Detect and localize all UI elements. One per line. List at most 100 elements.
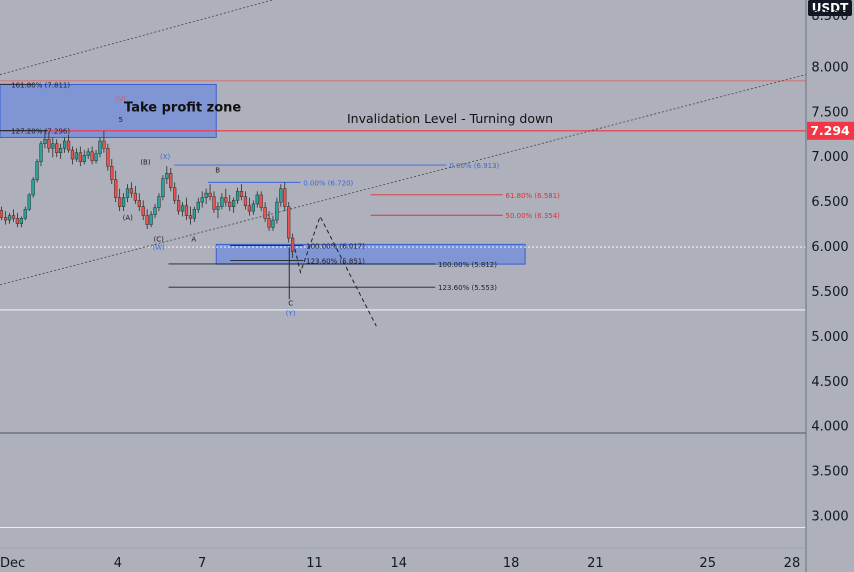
candle-body-16	[62, 140, 67, 149]
current-price-badge	[807, 121, 854, 140]
candle-body-68	[267, 218, 271, 228]
candle-body-57	[224, 197, 228, 203]
candle-body-52	[204, 192, 208, 198]
candle-body-28	[110, 165, 114, 180]
fib-label-2: 0.00% (6.913)	[449, 162, 499, 170]
wave-label-1: 5	[119, 116, 123, 124]
candle-body-12	[47, 138, 51, 149]
candle-body-64	[251, 203, 255, 212]
candle-body-73	[287, 206, 291, 239]
candle-body-37	[145, 215, 149, 225]
time-tick-1: 4	[114, 556, 122, 571]
trend-line-0	[0, 0, 273, 75]
candle-body-6	[23, 209, 27, 219]
candle-body-65	[255, 194, 259, 205]
time-tick-5: 18	[503, 556, 520, 571]
fib-label-7: 123.60% (5.851)	[306, 257, 365, 265]
candle-body-19	[74, 152, 79, 160]
candle-body-61	[239, 191, 244, 197]
fib-levels-layer: 161.80% (7.811) 127.20% (7.296) 0.00% (6.9…	[0, 81, 560, 292]
wave-label-5: (A)	[123, 214, 134, 222]
price-tick-7: 6.500	[811, 195, 848, 210]
candles-layer	[0, 130, 295, 300]
fib-label-6: 100.00% (6.017)	[306, 243, 365, 251]
time-tick-0: Dec	[0, 556, 25, 571]
candle-body-71	[279, 188, 283, 203]
wave-label-3: (X)	[160, 153, 171, 161]
candle-body-46	[180, 205, 185, 212]
candle-body-41	[161, 178, 165, 197]
wave-label-6: (C)	[153, 236, 164, 244]
candle-body-3	[11, 215, 16, 219]
price-tick-10: 8.000	[811, 60, 848, 75]
candle-body-24	[94, 153, 98, 162]
candle-body-11	[43, 138, 47, 144]
candle-body-31	[121, 197, 126, 207]
candle-body-9	[35, 161, 39, 180]
candle-body-50	[196, 201, 200, 210]
candle-body-34	[133, 192, 137, 201]
candle-body-54	[212, 196, 216, 210]
candle-body-2	[7, 215, 12, 221]
candle-body-14	[55, 143, 59, 153]
annotation-layer: Take profit zone Invalidation Level - Tur…	[124, 100, 553, 125]
time-tick-4: 14	[391, 556, 408, 571]
candle-body-56	[220, 197, 224, 207]
price-tick-1: 3.500	[811, 465, 848, 480]
price-tick-2: 4.000	[811, 420, 848, 435]
candle-body-58	[228, 201, 232, 207]
candle-body-74	[291, 237, 295, 252]
candle-body-60	[235, 191, 240, 201]
price-tick-3: 4.500	[811, 375, 848, 390]
candle-body-53	[208, 192, 212, 197]
candle-body-66	[259, 194, 263, 208]
candle-body-62	[243, 196, 248, 206]
candle-body-42	[165, 173, 169, 180]
invalidation-label: Invalidation Level - Turning down	[347, 111, 553, 126]
candle-body-8	[31, 179, 35, 196]
time-tick-2: 7	[198, 556, 206, 571]
candle-body-47	[184, 205, 189, 216]
fib-label-5: 50.00% (6.354)	[506, 212, 561, 220]
time-tick-7: 25	[699, 556, 716, 571]
time-tick-3: 11	[306, 556, 323, 571]
candle-body-30	[118, 197, 122, 207]
candle-body-10	[39, 143, 43, 162]
current-price-label: 7.294	[810, 123, 850, 138]
candle-body-49	[192, 209, 196, 219]
fib-label-0: 161.80% (7.811)	[11, 81, 70, 89]
candle-body-40	[157, 196, 161, 208]
candle-body-67	[263, 207, 267, 219]
candle-body-44	[173, 187, 177, 201]
candle-body-72	[283, 188, 287, 207]
price-tick-4: 5.000	[811, 330, 848, 345]
candle-body-29	[114, 179, 118, 198]
candle-body-26	[102, 140, 106, 149]
candle-body-48	[188, 215, 193, 219]
wave-label-8: A	[191, 236, 196, 244]
candle-body-32	[125, 188, 130, 198]
currency-badge	[808, 0, 852, 16]
trend-lines-layer	[0, 0, 807, 286]
candle-body-27	[106, 147, 110, 167]
candle-body-23	[90, 151, 94, 162]
candle-body-70	[275, 201, 279, 221]
candle-body-17	[66, 140, 71, 151]
candle-body-25	[98, 140, 102, 154]
fib-label-3: 0.00% (6.720)	[303, 179, 353, 187]
take-profit-zone-label: Take profit zone	[124, 100, 241, 115]
time-tick-6: 21	[587, 556, 604, 571]
price-tick-6: 6.000	[811, 240, 848, 255]
fib-label-1: 127.20% (7.296)	[11, 128, 70, 136]
price-tick-0: 3.000	[811, 510, 848, 525]
fib-label-9: 123.60% (5.553)	[438, 284, 497, 292]
wave-label-2: (B)	[140, 158, 151, 166]
wave-label-7: (W)	[152, 244, 165, 252]
wave-labels-layer: (V) 5 (B) (X) B (A) (C)(W) A C (Y)	[116, 96, 296, 318]
wave-label-9: C	[288, 299, 293, 307]
candle-body-33	[129, 188, 134, 194]
candle-body-43	[169, 173, 173, 189]
candle-body-15	[59, 147, 63, 153]
